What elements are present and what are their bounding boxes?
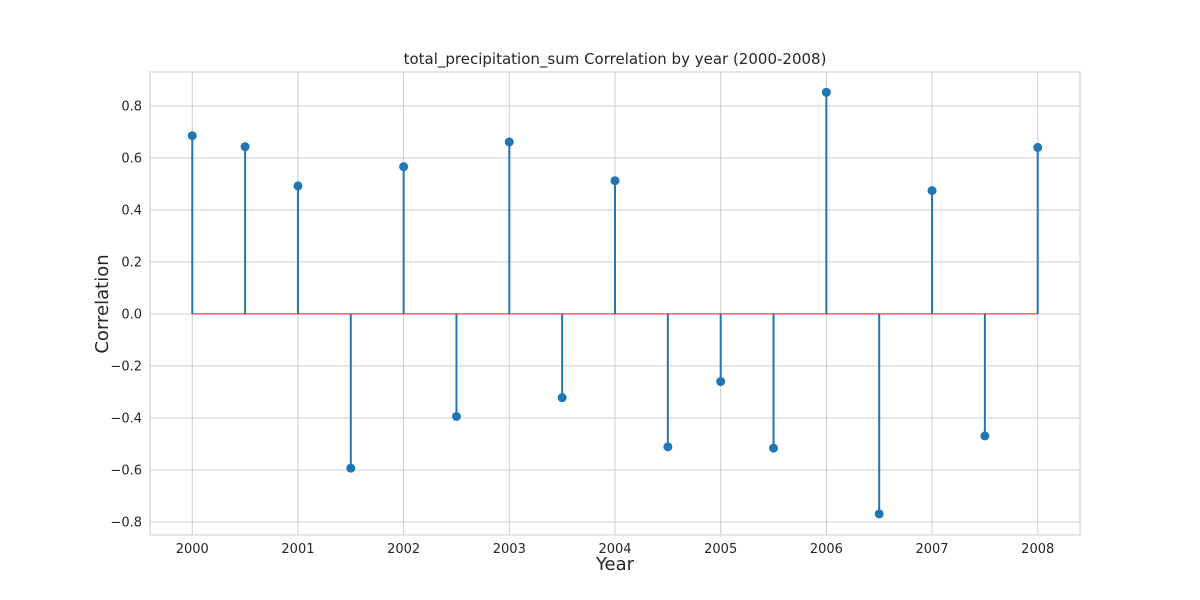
stem-marker (663, 442, 673, 452)
x-tick-label: 2002 (387, 542, 420, 557)
stem-marker (874, 509, 884, 519)
x-tick-label: 2005 (704, 542, 737, 557)
stem-marker (451, 411, 461, 421)
y-tick-label: 0.8 (121, 99, 142, 114)
x-axis-title: Year (595, 554, 635, 575)
x-tick-label: 2001 (281, 542, 314, 557)
y-tick-label: 0.2 (121, 255, 142, 270)
stem-marker (821, 87, 831, 97)
x-tick-label: 2004 (598, 542, 631, 557)
stem-marker (980, 431, 990, 441)
stem-marker (346, 463, 356, 473)
stem-marker (187, 131, 197, 141)
stem-marker (240, 142, 250, 152)
stem-marker (716, 377, 726, 387)
y-tick-label: −0.6 (110, 463, 142, 478)
stem-marker (399, 162, 409, 172)
stem-marker (1033, 142, 1043, 152)
plot-area-frame (149, 71, 1081, 536)
y-tick-label: 0.0 (121, 307, 142, 322)
y-tick-label: 0.6 (121, 151, 142, 166)
chart-title: total_precipitation_sum Correlation by y… (404, 50, 827, 69)
x-tick-labels: 2000 2001 2002 2003 2004 2005 2006 2007 2008 (176, 542, 1055, 557)
y-tick-labels: −0.8 −0.6 −0.4 −0.2 0.0 0.2 0.4 0.6 0.8 (110, 99, 142, 530)
stem-marker (769, 443, 779, 453)
x-tick-label: 2007 (915, 542, 948, 557)
y-tick-label: −0.2 (110, 359, 142, 374)
stem-marker (504, 137, 514, 147)
y-axis-title: Correlation (92, 254, 113, 353)
stem-marker (557, 393, 567, 403)
stem-marker (610, 176, 620, 186)
x-tick-label: 2000 (176, 542, 209, 557)
stems (191, 92, 1039, 514)
stem-marker (293, 181, 303, 191)
y-tick-label: −0.4 (110, 411, 142, 426)
x-tick-label: 2003 (493, 542, 526, 557)
x-tick-label: 2006 (810, 542, 843, 557)
markers (187, 87, 1043, 519)
y-tick-label: 0.4 (121, 203, 142, 218)
y-tick-label: −0.8 (110, 515, 142, 530)
x-tick-label: 2008 (1021, 542, 1054, 557)
stem-marker (927, 186, 937, 196)
